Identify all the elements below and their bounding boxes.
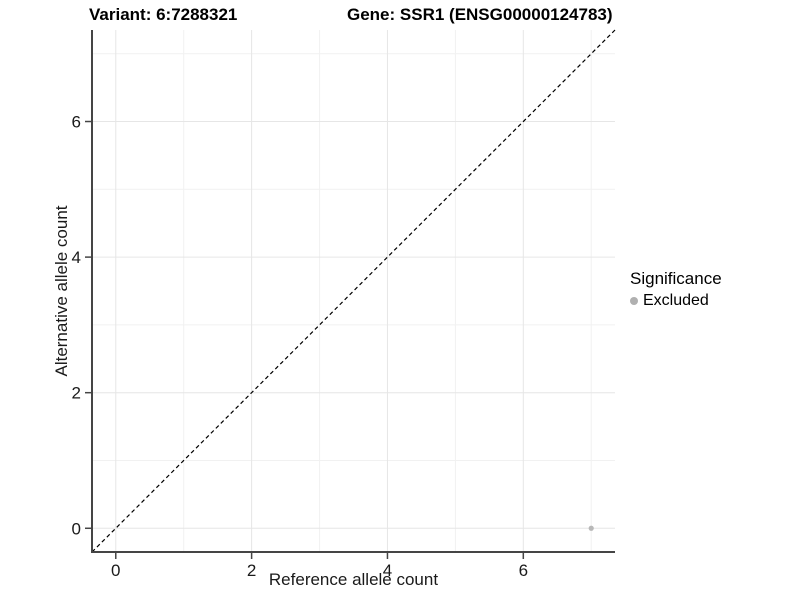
- legend-title: Significance: [630, 269, 722, 288]
- x-axis-title: Reference allele count: [268, 570, 439, 589]
- data-point: [588, 525, 594, 531]
- variant-title: Variant: 6:7288321: [89, 5, 238, 24]
- x-tick-label: 0: [111, 561, 120, 580]
- y-tick-label: 6: [72, 113, 81, 132]
- legend: Significance Excluded: [630, 269, 722, 310]
- legend-item-label: Excluded: [643, 292, 709, 309]
- y-tick-label: 0: [72, 519, 81, 538]
- y-tick-label: 2: [72, 384, 81, 403]
- x-tick-label: 6: [519, 561, 528, 580]
- legend-item-excluded: Excluded: [630, 292, 722, 310]
- x-tick-label: 2: [247, 561, 256, 580]
- x-tick-label: 4: [383, 561, 392, 580]
- y-tick-label: 4: [72, 248, 81, 267]
- y-axis-title: Alternative allele count: [52, 205, 71, 377]
- excluded-point-swatch: [630, 297, 638, 305]
- identity-dashed-line: [91, 29, 616, 553]
- gene-title: Gene: SSR1 (ENSG00000124783): [347, 5, 613, 24]
